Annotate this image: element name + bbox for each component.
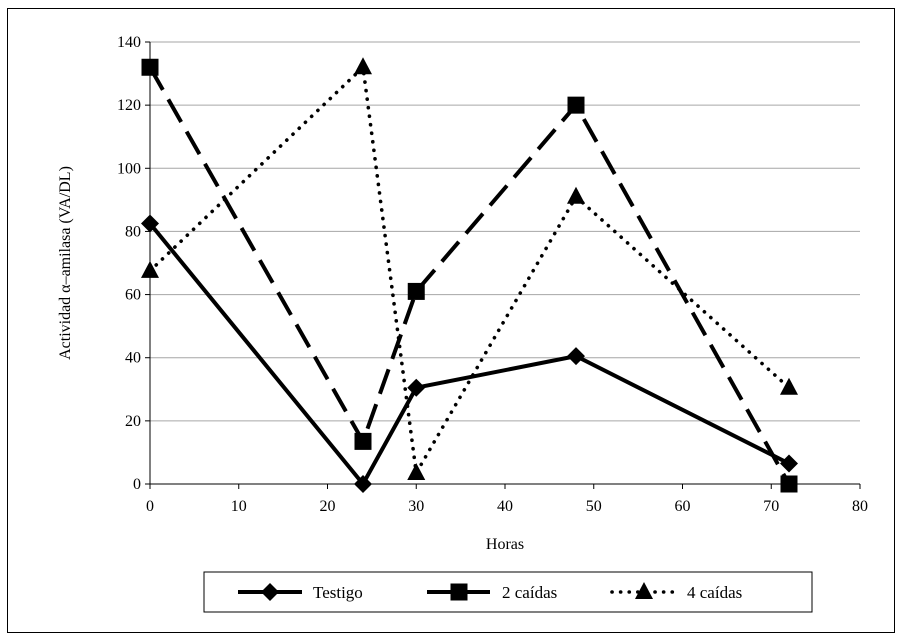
- x-tick-label: 30: [408, 498, 424, 515]
- x-tick-label: 0: [146, 498, 154, 515]
- x-tick-label: 10: [231, 498, 247, 515]
- y-tick-label: 120: [117, 97, 141, 114]
- legend-box: [203, 571, 813, 613]
- series-3-point: [354, 57, 372, 75]
- series-3-point: [141, 260, 159, 278]
- series-2-point: [354, 432, 372, 450]
- x-axis-title: Horas: [486, 536, 524, 553]
- series-3-point: [567, 186, 585, 204]
- chart-border: [7, 8, 895, 633]
- x-tick-label: 40: [497, 498, 513, 515]
- y-tick-label: 100: [117, 160, 141, 177]
- x-tick-label: 20: [320, 498, 336, 515]
- legend-label: 4 caídas: [687, 583, 742, 602]
- legend-marker-2: [450, 583, 468, 601]
- y-tick-label: 40: [125, 350, 141, 367]
- y-tick-label: 0: [133, 476, 141, 493]
- y-tick-label: 140: [117, 34, 141, 51]
- legend-label: 2 caídas: [502, 583, 557, 602]
- x-tick-label: 50: [586, 498, 602, 515]
- legend: Testigo 2 caídas 4 caídas: [203, 571, 813, 613]
- series-1-point: [567, 347, 585, 366]
- series-2-point: [407, 282, 425, 300]
- axis-ticks: 0 20 40 60 80 100 120 140 0 10 20 30 40 50 60 70 80: [117, 34, 868, 515]
- x-tick-label: 60: [675, 498, 691, 515]
- legend-label: Testigo: [313, 583, 363, 602]
- y-tick-label: 60: [125, 287, 141, 304]
- series-2-point: [780, 475, 798, 493]
- gridlines: [150, 41, 860, 422]
- y-axis-title: Actividad α–amilasa (VA/DL): [57, 166, 74, 360]
- series-markers: [141, 57, 798, 493]
- y-tick-label: 80: [125, 223, 141, 240]
- series-line-2: [148, 66, 791, 485]
- x-tick-label: 70: [763, 498, 779, 515]
- series-2-point: [141, 58, 159, 76]
- x-tick-label: 80: [852, 498, 868, 515]
- legend-marker-3: [635, 582, 653, 599]
- series-3-point: [407, 462, 426, 480]
- series-2-point: [567, 96, 585, 114]
- y-tick-label: 20: [125, 413, 141, 430]
- series-3-point: [780, 377, 798, 395]
- legend-marker-1: [261, 583, 279, 601]
- series-1-point: [407, 378, 426, 397]
- series-1-point: [141, 214, 159, 233]
- series-1-point: [780, 454, 798, 473]
- series-1-point: [354, 475, 372, 493]
